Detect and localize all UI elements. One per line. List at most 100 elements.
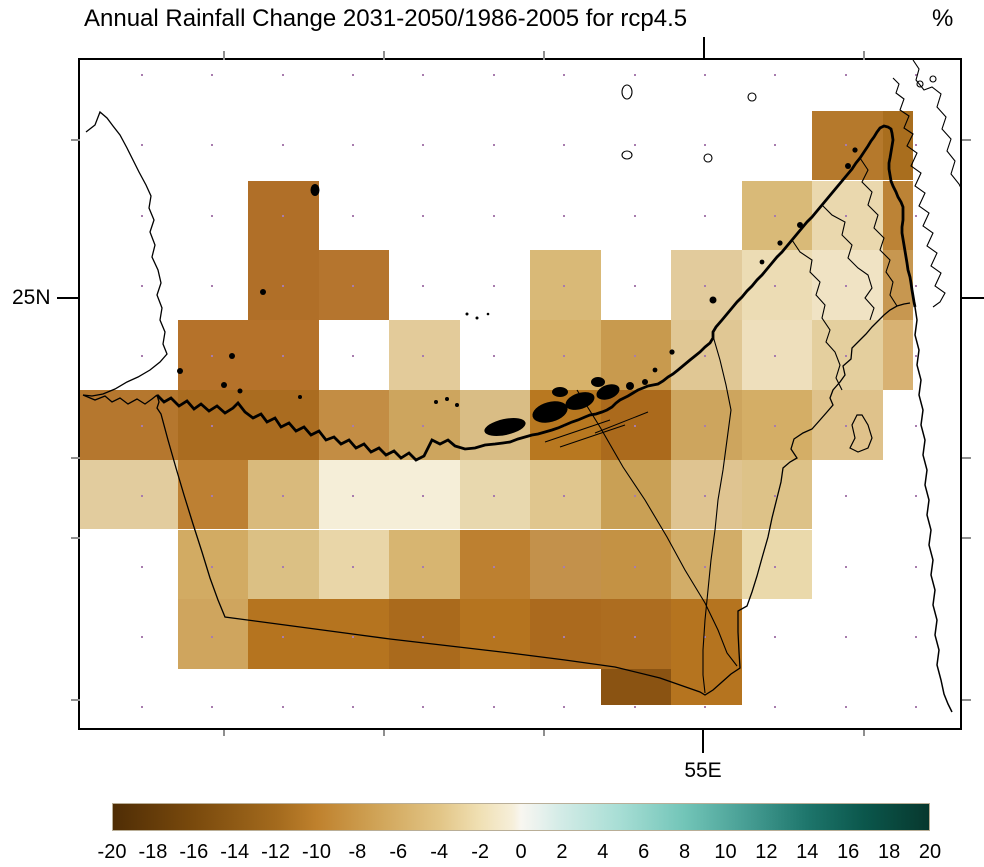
graticule-dot [915,495,917,497]
graticule-dot [845,706,847,708]
graticule-dot [211,355,213,357]
graticule-dot [141,355,143,357]
colorbar-tick-label: -16 [179,841,209,863]
graticule-dot [422,706,424,708]
left-minor-tick [71,457,80,459]
coastline-uae-main [156,124,917,462]
graticule-dot [563,355,565,357]
graticule-dot [211,425,213,427]
raster-cell [600,599,671,670]
graticule-dot [845,425,847,427]
graticule-dot [422,636,424,638]
raster-cell [389,389,460,460]
coastline-iran [912,60,960,188]
graticule-dot [493,636,495,638]
graticule-dot [774,706,776,708]
top-minor-tick [223,51,225,60]
colorbar-tick-label: 18 [877,841,901,863]
raster-cell [530,250,601,321]
island-dots [177,147,858,407]
graticule-dot [704,495,706,497]
raster-cell [671,529,742,600]
raster-cell [80,459,107,530]
graticule-dot [634,425,636,427]
graticule-dot [915,636,917,638]
coastline-qatar [82,110,168,397]
colorbar-tick-label: 12 [755,841,778,863]
graticule-dot [774,144,776,146]
graticule-dot [422,566,424,568]
bottom-minor-tick [223,730,225,736]
graticule-dot [422,74,424,76]
graticule-dot [141,74,143,76]
raster-cell [177,599,248,670]
graticule-dot [141,215,143,217]
graticule-dot [211,566,213,568]
bottom-major-tick [702,730,704,753]
graticule-dot [352,215,354,217]
raster-cell [248,529,319,600]
raster-cell [600,529,671,600]
graticule-dot [211,285,213,287]
raster-cell [248,459,319,530]
graticule-dot [563,566,565,568]
graticule-dot [563,285,565,287]
right-minor-tick [962,139,971,141]
raster-cell [530,459,601,530]
bottom-minor-tick [543,730,545,736]
graticule-dot [493,495,495,497]
map-clip-area [80,60,960,728]
raster-cell [741,389,812,460]
graticule-dot [563,636,565,638]
left-minor-tick [71,699,80,701]
graticule-dot [704,425,706,427]
graticule-dot [774,215,776,217]
graticule-dot [493,566,495,568]
colorbar-tick-label: -10 [302,841,331,863]
graticule-dot [634,74,636,76]
graticule-dot [634,706,636,708]
raster-cell [389,459,460,530]
graticule-dot [845,355,847,357]
raster-cell [741,320,812,390]
colorbar-tick-label: 6 [638,841,650,863]
right-minor-tick [962,699,971,701]
x-axis-tick-label: 55E [684,759,722,782]
graticule-dot [634,215,636,217]
raster-cell [80,389,107,460]
graticule-dot [352,144,354,146]
graticule-dot [211,636,213,638]
graticule-dot [422,285,424,287]
colorbar-tick-label: -8 [348,841,367,863]
graticule-dot [422,144,424,146]
raster-cell [389,599,460,670]
graticule-dot [634,355,636,357]
graticule-dot [141,566,143,568]
graticule-dot [493,285,495,287]
graticule-dot [634,285,636,287]
coastline-saudi-shore [82,394,158,405]
coastline-musandam-fjords [892,77,946,308]
raster-cell [530,320,601,390]
raster-cell [459,459,530,530]
graticule-dot [563,74,565,76]
graticule-dot [845,74,847,76]
graticule-dot [141,425,143,427]
raster-cell [600,320,671,390]
graticule-dot [774,74,776,76]
colorbar-tick-label: -20 [97,841,127,863]
island-outlines [621,75,937,163]
graticule-dot [282,706,284,708]
graticule-dot [774,425,776,427]
graticule-dot [141,706,143,708]
top-minor-tick [383,51,385,60]
graticule-dot [352,706,354,708]
abu-dhabi-island-cluster [484,377,648,436]
emirate-borders [576,157,898,694]
graticule-dot [704,636,706,638]
graticule-dot [704,706,706,708]
graticule-dot [141,144,143,146]
raster-cell [459,599,530,670]
graticule-dot [915,425,917,427]
graticule-dot [915,215,917,217]
